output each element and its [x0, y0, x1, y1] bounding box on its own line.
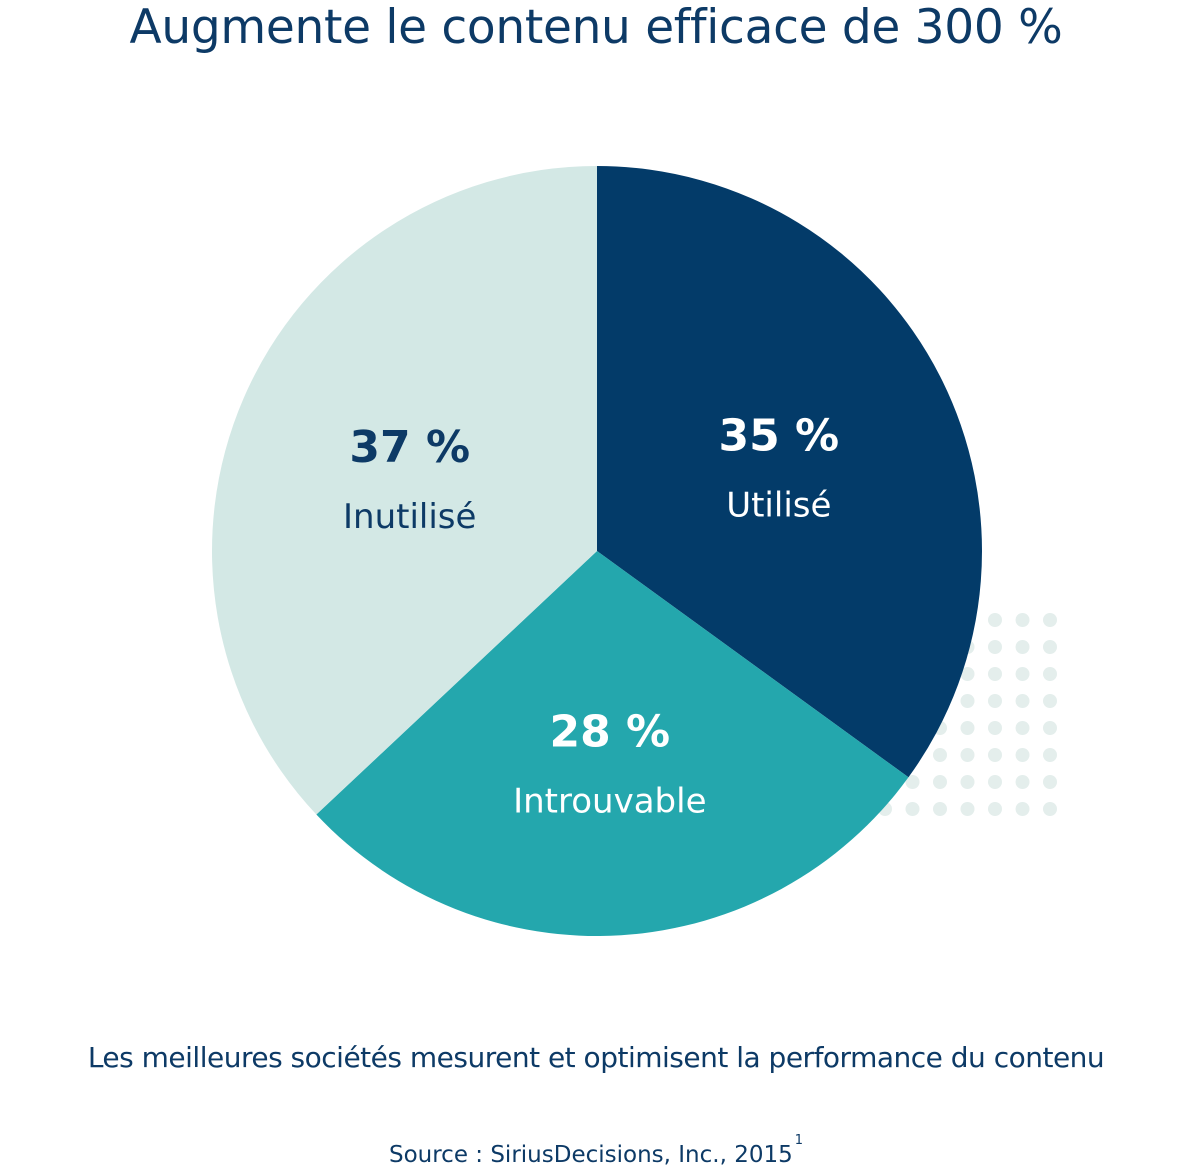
decoration-dot: [933, 802, 947, 816]
decoration-dot: [960, 694, 975, 708]
decoration-dot: [988, 694, 1002, 708]
source-footnote: 1: [794, 1133, 804, 1148]
decoration-dot: [960, 748, 975, 762]
decoration-dot: [1015, 721, 1030, 735]
slice-percent-label: 35 %: [718, 410, 839, 461]
decoration-dot: [1015, 613, 1030, 627]
decoration-dot: [1043, 748, 1057, 762]
pie-slice-1: [316, 551, 909, 936]
slice-category-label: Inutilisé: [343, 497, 476, 537]
pie-slice-2: [211, 165, 597, 815]
pie-slices: [211, 165, 982, 936]
pie-slice-0: [597, 166, 982, 778]
decoration-dot: [1043, 775, 1057, 789]
source-text: Source : SiriusDecisions, Inc., 2015: [388, 1142, 793, 1168]
decoration-dot: [960, 667, 975, 681]
decoration-dot: [1015, 802, 1030, 816]
decoration-dot: [988, 802, 1002, 816]
decoration-dot: [905, 775, 920, 789]
decoration-dot: [988, 667, 1002, 681]
source-note: Source : SiriusDecisions, Inc., 20151: [0, 1133, 1192, 1172]
decoration-dot: [988, 613, 1002, 627]
decoration-dot: [1015, 694, 1030, 708]
decoration-dot: [988, 748, 1002, 762]
slice-category-label: Introuvable: [513, 782, 706, 822]
chart-caption: Les meilleures sociétés mesurent et opti…: [87, 1041, 1105, 1074]
slice-category-label: Utilisé: [726, 485, 831, 525]
slice-percent-label: 37 %: [349, 422, 470, 473]
decoration-dot: [1043, 694, 1057, 708]
decoration-dot: [1043, 613, 1057, 627]
decoration-dot: [988, 640, 1002, 654]
decoration-dot: [1015, 667, 1030, 681]
decoration-dot: [933, 748, 947, 762]
decoration-dot: [988, 775, 1002, 789]
decoration-dot: [1043, 721, 1057, 735]
decoration-dot: [1015, 775, 1030, 789]
decoration-dot: [905, 802, 920, 816]
chart-title: Augmente le contenu efficace de 300 %: [129, 0, 1063, 55]
decoration-dot: [1043, 640, 1057, 654]
decoration-dot: [1043, 802, 1057, 816]
decoration-dot: [960, 721, 975, 735]
decoration-dot: [933, 775, 947, 789]
pie-labels: 35 % Utilisé 28 % Introuvable 37 % Inutilisé: [343, 410, 839, 821]
slice-percent-label: 28 %: [549, 707, 670, 758]
pie-chart: 35 % Utilisé 28 % Introuvable 37 % Inutilisé: [211, 165, 1057, 936]
decoration-dot: [988, 721, 1002, 735]
decoration-dot: [960, 775, 975, 789]
decoration-dot: [1043, 667, 1057, 681]
decoration-dot: [1015, 748, 1030, 762]
decoration-dot: [1015, 640, 1030, 654]
decoration-dot: [960, 802, 975, 816]
